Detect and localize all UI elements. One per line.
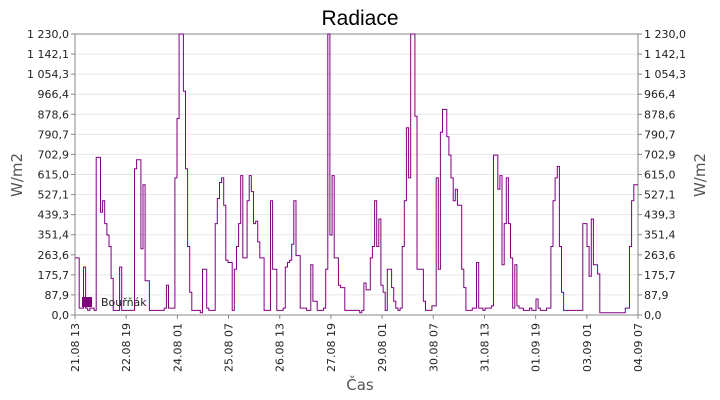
x-tick-label: 04.09 07 xyxy=(632,323,645,372)
legend-swatch xyxy=(82,297,92,307)
y-axis-right: 0,0 87,9 175,7 263,6 351,4 439,3 527,1 615,0 702… xyxy=(638,28,686,322)
legend-label: Bouřňák xyxy=(101,296,147,309)
y-tick-label-left: 0,0 xyxy=(52,309,70,322)
y-tick-label-left: 1 142,1 xyxy=(27,48,69,61)
y-tick-label-right: 1 230,0 xyxy=(644,28,686,41)
y-tick-label-right: 0,0 xyxy=(644,309,662,322)
x-tick-label: 22.08 19 xyxy=(120,323,133,372)
y-tick-label-left: 702,9 xyxy=(38,148,70,161)
y-tick-label-right: 439,3 xyxy=(644,209,676,222)
y-tick-label-right: 175,7 xyxy=(644,269,676,282)
x-tick-label: 24.08 01 xyxy=(171,323,184,372)
x-tick-label: 26.08 13 xyxy=(274,323,287,372)
y-tick-label-right: 1 142,1 xyxy=(644,48,686,61)
y-tick-label-left: 87,9 xyxy=(45,289,70,302)
y-tick-label-right: 1 054,3 xyxy=(644,68,686,81)
y-tick-label-left: 878,6 xyxy=(38,108,70,121)
y-tick-label-left: 966,4 xyxy=(38,88,70,101)
x-axis: 21.08 13 22.08 19 24.08 01 25.08 07 26.08 13… xyxy=(69,315,645,372)
y-tick-label-right: 615,0 xyxy=(644,169,676,182)
x-tick-label: 31.08 13 xyxy=(478,323,491,372)
y-tick-label-left: 1 230,0 xyxy=(27,28,69,41)
x-tick-label: 21.08 13 xyxy=(69,323,82,372)
x-tick-label: 27.08 19 xyxy=(325,323,338,372)
x-tick-label: 03.09 01 xyxy=(581,323,594,372)
y-tick-label-right: 878,6 xyxy=(644,108,676,121)
x-tick-label: 01.09 19 xyxy=(530,323,543,372)
y-axis-label-right: W/m2 xyxy=(691,153,709,197)
legend: Bouřňák xyxy=(82,296,147,309)
x-tick-label: 29.08 01 xyxy=(376,323,389,372)
y-tick-label-left: 790,7 xyxy=(38,128,70,141)
y-tick-label-left: 351,4 xyxy=(38,229,70,242)
y-tick-label-left: 263,6 xyxy=(38,249,70,262)
y-tick-label-right: 527,1 xyxy=(644,189,676,202)
y-axis-label-left: W/m2 xyxy=(8,153,26,197)
y-tick-label-left: 527,1 xyxy=(38,189,70,202)
y-tick-label-right: 966,4 xyxy=(644,88,676,101)
y-axis-left: 0,0 87,9 175,7 263,6 351,4 439,3 527,1 615,0 702… xyxy=(27,28,75,322)
y-tick-label-left: 175,7 xyxy=(38,269,70,282)
x-tick-label: 25.08 07 xyxy=(223,323,236,372)
y-tick-label-left: 615,0 xyxy=(38,169,70,182)
series-line-bourak xyxy=(75,33,638,314)
y-tick-label-right: 790,7 xyxy=(644,128,676,141)
y-tick-label-right: 263,6 xyxy=(644,249,676,262)
y-tick-label-left: 1 054,3 xyxy=(27,68,69,81)
y-tick-label-right: 702,9 xyxy=(644,148,676,161)
chart-title: Radiace xyxy=(321,7,398,30)
y-tick-label-left: 439,3 xyxy=(38,209,70,222)
x-tick-label: 30.08 07 xyxy=(427,323,440,372)
y-tick-label-right: 351,4 xyxy=(644,229,676,242)
y-tick-label-right: 87,9 xyxy=(644,289,669,302)
grid-lines xyxy=(75,53,638,296)
x-axis-label: Čas xyxy=(346,375,374,394)
